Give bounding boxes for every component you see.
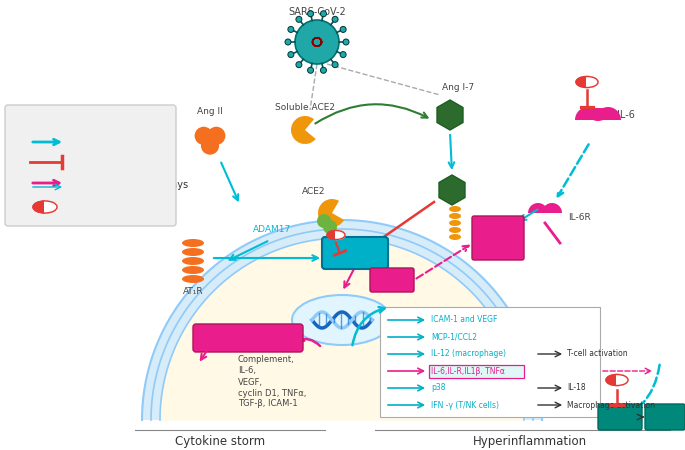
Ellipse shape — [182, 266, 204, 274]
Text: IL-6,IL-R,IL1β, TNFα: IL-6,IL-R,IL1β, TNFα — [431, 366, 505, 375]
Text: MasR: MasR — [473, 220, 497, 230]
Text: JAK2: JAK2 — [488, 234, 508, 243]
Ellipse shape — [576, 76, 598, 87]
Text: Inhibition: Inhibition — [72, 157, 118, 167]
Ellipse shape — [449, 206, 461, 212]
Circle shape — [285, 39, 291, 45]
Text: JAK2: JAK2 — [488, 243, 508, 252]
Circle shape — [321, 11, 327, 17]
Text: NF- κB: NF- κB — [336, 248, 375, 258]
Circle shape — [288, 52, 294, 58]
Wedge shape — [542, 203, 562, 213]
Circle shape — [308, 67, 314, 73]
Circle shape — [317, 214, 331, 228]
Polygon shape — [587, 76, 598, 87]
Circle shape — [340, 52, 346, 58]
Ellipse shape — [449, 213, 461, 219]
Ellipse shape — [292, 295, 392, 345]
Text: IL-6R: IL-6R — [569, 213, 591, 222]
FancyBboxPatch shape — [380, 307, 600, 417]
Polygon shape — [45, 201, 57, 213]
Ellipse shape — [449, 220, 461, 226]
Ellipse shape — [182, 257, 204, 265]
Text: Angiotensinogen: Angiotensinogen — [208, 333, 288, 342]
FancyBboxPatch shape — [429, 365, 524, 378]
Circle shape — [295, 20, 339, 64]
Circle shape — [296, 62, 302, 68]
Text: cyclin D1, TNFα,: cyclin D1, TNFα, — [238, 388, 306, 397]
Text: TXA: TXA — [654, 412, 676, 422]
Polygon shape — [160, 238, 524, 420]
Text: ICAM-1 and VEGF: ICAM-1 and VEGF — [431, 315, 497, 324]
Circle shape — [201, 136, 219, 155]
Text: IL-18: IL-18 — [567, 383, 586, 392]
Ellipse shape — [449, 227, 461, 233]
Wedge shape — [595, 107, 621, 120]
Text: SARS-CoV-2: SARS-CoV-2 — [288, 7, 346, 17]
Circle shape — [332, 16, 338, 22]
Text: ADAM17: ADAM17 — [253, 225, 291, 234]
Text: IL-6: IL-6 — [617, 110, 635, 120]
Circle shape — [308, 11, 314, 17]
FancyBboxPatch shape — [598, 404, 642, 430]
Text: MCP-1/CCL2: MCP-1/CCL2 — [431, 333, 477, 342]
Circle shape — [321, 67, 327, 73]
Ellipse shape — [33, 201, 57, 213]
Ellipse shape — [606, 374, 628, 386]
Polygon shape — [437, 100, 463, 130]
Text: VEGF,: VEGF, — [238, 378, 263, 387]
Ellipse shape — [182, 239, 204, 247]
Polygon shape — [439, 175, 465, 205]
Polygon shape — [617, 374, 628, 386]
FancyBboxPatch shape — [370, 268, 414, 292]
Circle shape — [288, 27, 294, 32]
Text: Cytokine storm: Cytokine storm — [175, 436, 265, 449]
Text: Hyperinflammation: Hyperinflammation — [473, 436, 587, 449]
Text: AT₁R: AT₁R — [183, 287, 203, 296]
Wedge shape — [575, 107, 601, 120]
Circle shape — [343, 39, 349, 45]
Wedge shape — [318, 199, 344, 227]
FancyBboxPatch shape — [472, 216, 524, 260]
Text: Soluble ACE2: Soluble ACE2 — [275, 104, 335, 112]
Text: T-cell activation: T-cell activation — [567, 350, 627, 359]
Circle shape — [340, 27, 346, 32]
Text: Activation: Activation — [72, 137, 121, 147]
Text: Ang II: Ang II — [197, 108, 223, 117]
Ellipse shape — [327, 230, 345, 239]
Text: COX2: COX2 — [606, 412, 635, 422]
Text: Key: Key — [22, 118, 48, 131]
Circle shape — [332, 62, 338, 68]
Ellipse shape — [182, 248, 204, 256]
FancyBboxPatch shape — [193, 324, 303, 352]
Ellipse shape — [449, 234, 461, 240]
Circle shape — [296, 16, 302, 22]
Circle shape — [207, 127, 225, 145]
Text: IL-12 (macrophage): IL-12 (macrophage) — [431, 350, 506, 359]
Wedge shape — [585, 108, 611, 121]
Polygon shape — [336, 230, 345, 239]
Text: Ang I-7: Ang I-7 — [442, 84, 474, 93]
Text: ACE2: ACE2 — [302, 186, 326, 195]
FancyBboxPatch shape — [5, 105, 176, 226]
Ellipse shape — [182, 275, 204, 283]
Circle shape — [323, 220, 337, 234]
Wedge shape — [291, 116, 316, 144]
Circle shape — [195, 127, 213, 145]
FancyBboxPatch shape — [645, 404, 685, 430]
FancyBboxPatch shape — [322, 237, 388, 269]
Text: Macrophage activation: Macrophage activation — [567, 400, 655, 410]
Text: Inflammatory pathways: Inflammatory pathways — [72, 180, 188, 190]
Text: Ibuprofen: Ibuprofen — [72, 202, 119, 212]
Text: p38: p38 — [431, 383, 445, 392]
Text: TGF-β, ICAM-1: TGF-β, ICAM-1 — [238, 400, 297, 409]
Text: STAT3: STAT3 — [377, 275, 406, 284]
Wedge shape — [528, 203, 548, 213]
Text: TYK 2: TYK 2 — [486, 224, 510, 233]
Text: IFN -γ (T/NK cells): IFN -γ (T/NK cells) — [431, 400, 499, 410]
Text: Complement,: Complement, — [238, 356, 295, 364]
Polygon shape — [142, 220, 542, 420]
Text: IL-6,: IL-6, — [238, 366, 256, 375]
